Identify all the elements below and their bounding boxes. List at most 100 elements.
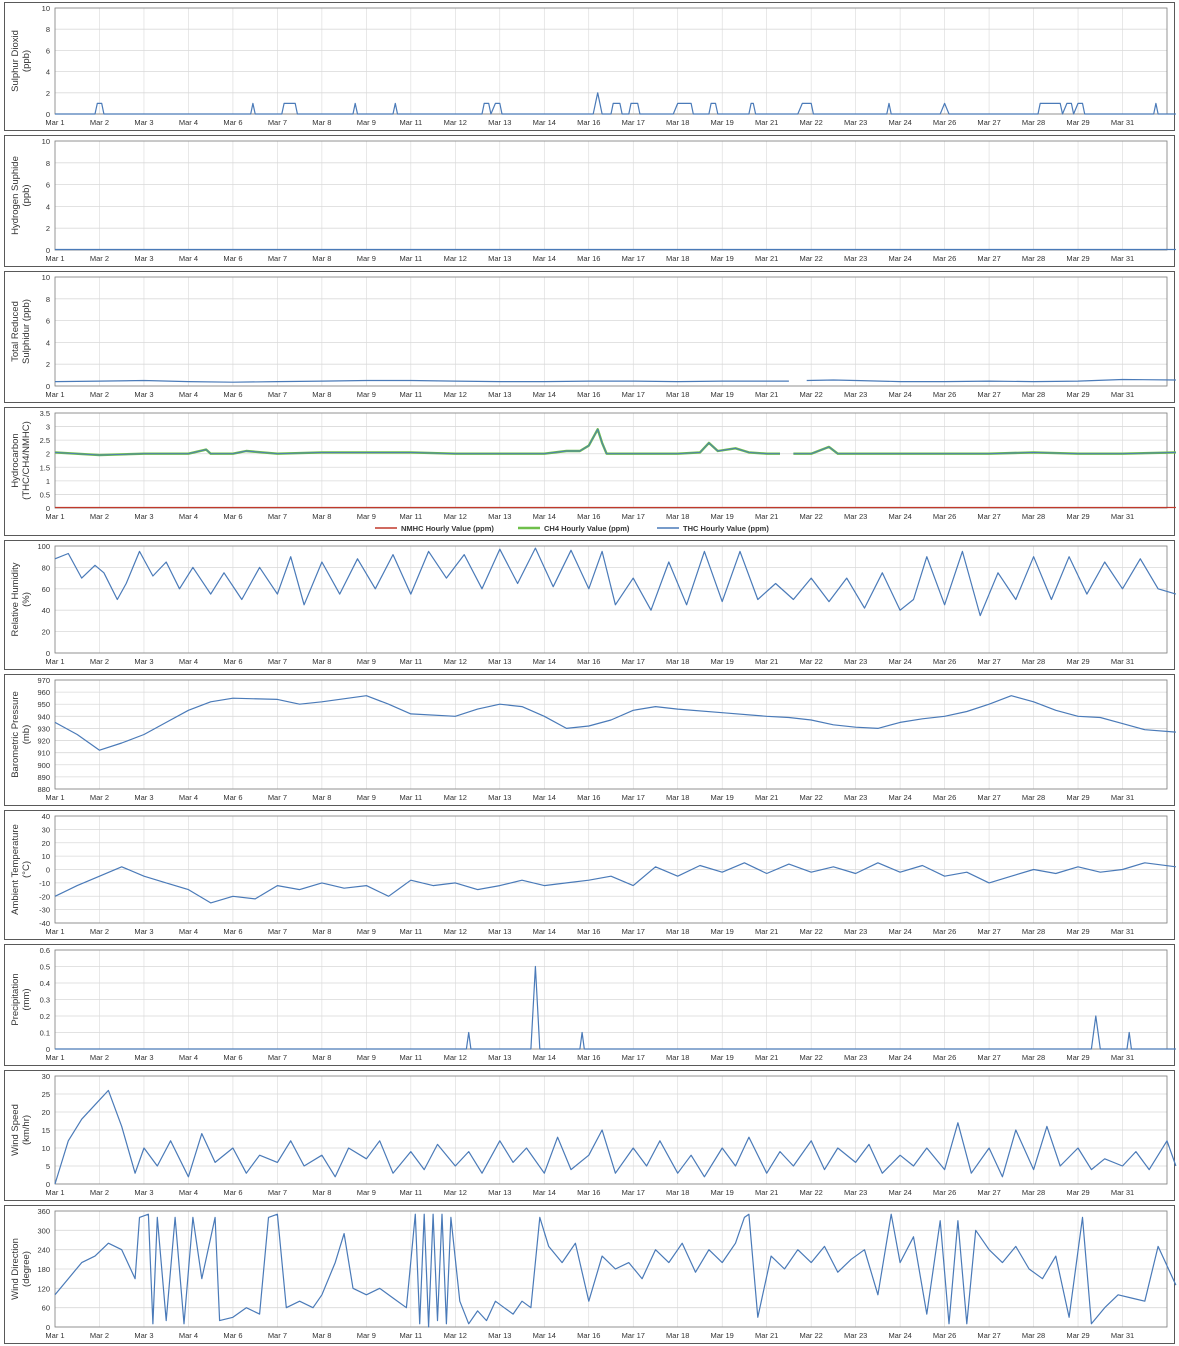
x-tick-label: Mar 28 <box>1022 254 1045 263</box>
x-tick-label: Mar 11 <box>399 1053 422 1062</box>
x-tick-label: Mar 7 <box>268 1188 287 1197</box>
y-tick-label: 2 <box>46 224 50 233</box>
y-tick-label: 880 <box>37 785 50 794</box>
x-tick-label: Mar 31 <box>1111 1331 1134 1340</box>
x-tick-label: Mar 3 <box>134 1188 153 1197</box>
x-tick-label: Mar 3 <box>134 927 153 936</box>
x-tick-label: Mar 26 <box>933 118 956 127</box>
x-tick-label: Mar 11 <box>399 657 422 666</box>
x-tick-label: Mar 22 <box>799 254 822 263</box>
y-tick-label: 5 <box>46 1162 50 1171</box>
x-tick-label: Mar 12 <box>444 1188 467 1197</box>
y-tick-label: 0 <box>46 1180 50 1189</box>
y-tick-label: 180 <box>37 1265 50 1274</box>
x-tick-label: Mar 21 <box>755 1053 778 1062</box>
x-tick-label: Mar 13 <box>488 512 511 521</box>
x-tick-label: Mar 23 <box>844 927 867 936</box>
x-tick-label: Mar 27 <box>977 512 1000 521</box>
y-tick-label: 20 <box>42 1108 50 1117</box>
x-tick-label: Mar 18 <box>666 657 689 666</box>
x-tick-label: Mar 2 <box>90 1331 109 1340</box>
x-tick-label: Mar 6 <box>223 118 242 127</box>
x-tick-label: Mar 28 <box>1022 793 1045 802</box>
x-tick-label: Mar 29 <box>1066 1331 1089 1340</box>
x-tick-label: Mar 17 <box>622 1188 645 1197</box>
y-tick-label: 4 <box>46 338 50 347</box>
x-tick-label: Mar 24 <box>888 1331 911 1340</box>
x-tick-label: Mar 12 <box>444 512 467 521</box>
chart-panel-4: 0 0.5 1 1.5 2 2.5 3 3.5 Mar 1 Mar 2 Mar 3 Mar 4 Mar … <box>4 407 1176 536</box>
x-tick-label: Mar 26 <box>933 1053 956 1062</box>
x-tick-label: Mar 9 <box>357 793 376 802</box>
x-tick-label: Mar 4 <box>179 118 198 127</box>
x-tick-label: Mar 7 <box>268 657 287 666</box>
x-tick-label: Mar 29 <box>1066 927 1089 936</box>
x-tick-label: Mar 18 <box>666 927 689 936</box>
x-tick-label: Mar 29 <box>1066 1188 1089 1197</box>
series-line-1 <box>54 695 1176 751</box>
x-tick-label: Mar 9 <box>357 118 376 127</box>
y-tick-label: 1.5 <box>40 463 50 472</box>
x-tick-label: Mar 21 <box>755 254 778 263</box>
x-tick-label: Mar 2 <box>90 927 109 936</box>
x-tick-label: Mar 14 <box>533 118 556 127</box>
x-tick-label: Mar 31 <box>1111 254 1134 263</box>
x-tick-label: Mar 7 <box>268 512 287 521</box>
x-tick-label: Mar 21 <box>755 512 778 521</box>
x-tick-label: Mar 17 <box>622 793 645 802</box>
panel-frame <box>4 1205 1175 1344</box>
x-tick-label: Mar 6 <box>223 793 242 802</box>
x-tick-label: Mar 14 <box>533 657 556 666</box>
x-tick-label: Mar 6 <box>223 1053 242 1062</box>
x-tick-label: Mar 1 <box>45 927 64 936</box>
x-tick-label: Mar 2 <box>90 793 109 802</box>
x-tick-label: Mar 14 <box>533 927 556 936</box>
panel-frame <box>4 674 1175 806</box>
x-tick-label: Mar 1 <box>45 793 64 802</box>
y-tick-label: 20 <box>42 628 50 637</box>
x-tick-label: Mar 7 <box>268 793 287 802</box>
y-tick-label: 40 <box>42 812 50 821</box>
series-line-1 <box>55 92 1176 115</box>
x-tick-label: Mar 11 <box>399 512 422 521</box>
x-tick-label: Mar 23 <box>844 390 867 399</box>
x-tick-label: Mar 23 <box>844 254 867 263</box>
y-tick-label: 3 <box>46 423 50 432</box>
x-tick-label: Mar 31 <box>1111 1053 1134 1062</box>
chart-panel-8: 0 0.1 0.2 0.3 0.4 0.5 0.6 Mar 1 Mar 2 Mar 3 Mar 4 M… <box>4 944 1176 1066</box>
panel-frame <box>4 135 1175 267</box>
x-tick-label: Mar 18 <box>666 1053 689 1062</box>
chart-panel-9: 0 5 10 15 20 25 30 Mar 1 Mar 2 Mar 3 Mar 4 Mar 6 Mar… <box>4 1070 1177 1201</box>
x-tick-label: Mar 21 <box>755 657 778 666</box>
panel-frame <box>4 271 1175 403</box>
x-tick-label: Mar 19 <box>711 1331 734 1340</box>
x-tick-label: Mar 21 <box>755 1331 778 1340</box>
y-tick-label: 10 <box>42 273 50 282</box>
x-tick-label: Mar 12 <box>444 390 467 399</box>
y-tick-label: 100 <box>37 542 50 551</box>
x-tick-label: Mar 28 <box>1022 390 1045 399</box>
plot-area <box>54 815 1168 924</box>
legend-label: CH4 Hourly Value (ppm) <box>544 524 630 533</box>
y-tick-label: 960 <box>37 688 50 697</box>
x-tick-label: Mar 27 <box>977 390 1000 399</box>
x-tick-label: Mar 16 <box>577 254 600 263</box>
y-tick-label: 0.4 <box>40 979 50 988</box>
y-axis-label: Total Reduced <box>10 301 21 362</box>
y-tick-label: 0 <box>46 246 50 255</box>
y-tick-label: 3.5 <box>40 409 50 418</box>
x-tick-label: Mar 11 <box>399 390 422 399</box>
x-tick-label: Mar 24 <box>888 1188 911 1197</box>
x-tick-label: Mar 28 <box>1022 1331 1045 1340</box>
y-tick-label: 360 <box>37 1207 50 1216</box>
x-tick-label: Mar 14 <box>533 1053 556 1062</box>
y-tick-label: 0.5 <box>40 963 50 972</box>
y-tick-label: 40 <box>42 606 50 615</box>
x-tick-label: Mar 6 <box>223 390 242 399</box>
y-tick-label: 8 <box>46 159 50 168</box>
x-tick-label: Mar 8 <box>312 927 331 936</box>
x-tick-label: Mar 27 <box>977 657 1000 666</box>
x-tick-label: Mar 4 <box>179 512 198 521</box>
x-tick-label: Mar 1 <box>45 1188 64 1197</box>
x-tick-label: Mar 8 <box>312 390 331 399</box>
